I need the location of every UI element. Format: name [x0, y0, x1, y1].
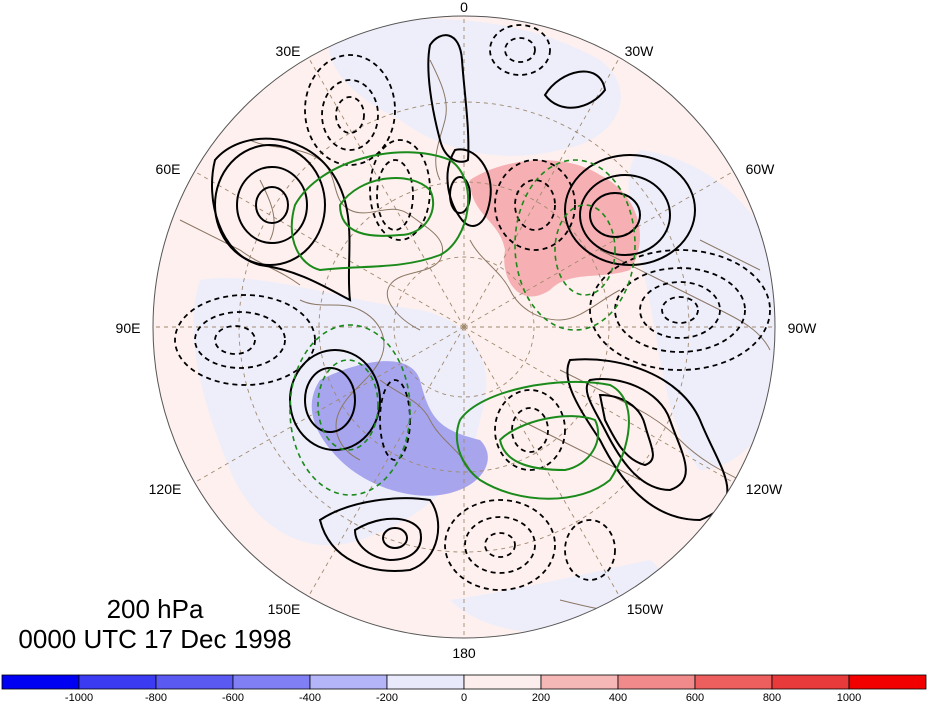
lon-label-150e: 150E: [268, 601, 301, 617]
colorbar-tick-label: 800: [763, 692, 781, 702]
meridian-line: [463, 171, 734, 328]
colorbar-swatch: [1, 674, 80, 690]
coastlines: [179, 59, 771, 613]
colorbar-swatch: [232, 674, 311, 690]
colorbar-swatch: [694, 674, 773, 690]
meridian-line: [308, 326, 465, 597]
lon-label-120w: 120W: [746, 481, 783, 497]
meridian-line: [463, 57, 620, 328]
colorbar-tick-label: 200: [532, 692, 550, 702]
colorbar-swatch: [617, 674, 696, 690]
lon-label-180: 180: [452, 645, 476, 661]
lon-label-150w: 150W: [627, 601, 664, 617]
meridian-line: [463, 326, 734, 483]
meridian-line: [308, 57, 465, 328]
colorbar-tick-label: -200: [376, 692, 398, 702]
lon-label-30w: 30W: [625, 43, 655, 59]
negative-contours: [174, 24, 771, 591]
green-dashed-contours: [289, 159, 636, 496]
positive-contours: [211, 34, 729, 572]
colorbar: -1000 -800 -600 -400 -200 0 200 400 600 800 1000: [1, 674, 927, 702]
lon-label-90w: 90W: [788, 320, 818, 336]
meridian-line: [194, 171, 465, 328]
colorbar-tick-label: 600: [686, 692, 704, 702]
colorbar-tick-label: -600: [222, 692, 244, 702]
lon-label-60w: 60W: [746, 161, 776, 177]
colorbar-swatch: [78, 674, 157, 690]
colorbar-tick-label: -800: [145, 692, 167, 702]
pressure-level-title: 200 hPa: [107, 594, 204, 624]
lon-label-120e: 120E: [149, 481, 182, 497]
latitude-circle: [318, 181, 610, 473]
colorbar-swatch: [540, 674, 619, 690]
valid-time-title: 0000 UTC 17 Dec 1998: [18, 624, 291, 654]
meridian-line: [463, 326, 620, 597]
negative-anomaly-shading: [311, 361, 488, 496]
colorbar-swatch: [848, 674, 927, 690]
positive-anomaly-shading: [470, 160, 640, 297]
colorbar-swatch: [463, 674, 542, 690]
colorbar-tick-label: 400: [609, 692, 627, 702]
colorbar-tick-label: 1000: [837, 692, 861, 702]
map-boundary: [152, 15, 776, 639]
lon-label-0: 0: [460, 0, 468, 15]
colorbar-swatch: [309, 674, 388, 690]
colorbar-swatch: [386, 674, 465, 690]
longitude-labels: 0 30W 60W 90W 120W 150W 180 150E 120E 90…: [116, 0, 818, 661]
latitude-circle: [393, 256, 535, 398]
colorbar-tick-label: 0: [461, 692, 467, 702]
colorbar-swatch: [771, 674, 850, 690]
meridian-line: [194, 326, 465, 483]
graticule: [153, 16, 775, 638]
lon-label-90e: 90E: [116, 320, 141, 336]
map-disc: [153, 16, 775, 638]
green-solid-contours: [290, 151, 630, 500]
lon-label-30e: 30E: [276, 43, 301, 59]
colorbar-tick-label: -400: [299, 692, 321, 702]
lon-label-60e: 60E: [156, 161, 181, 177]
colorbar-swatch: [155, 674, 234, 690]
colorbar-tick-label: -1000: [65, 692, 93, 702]
